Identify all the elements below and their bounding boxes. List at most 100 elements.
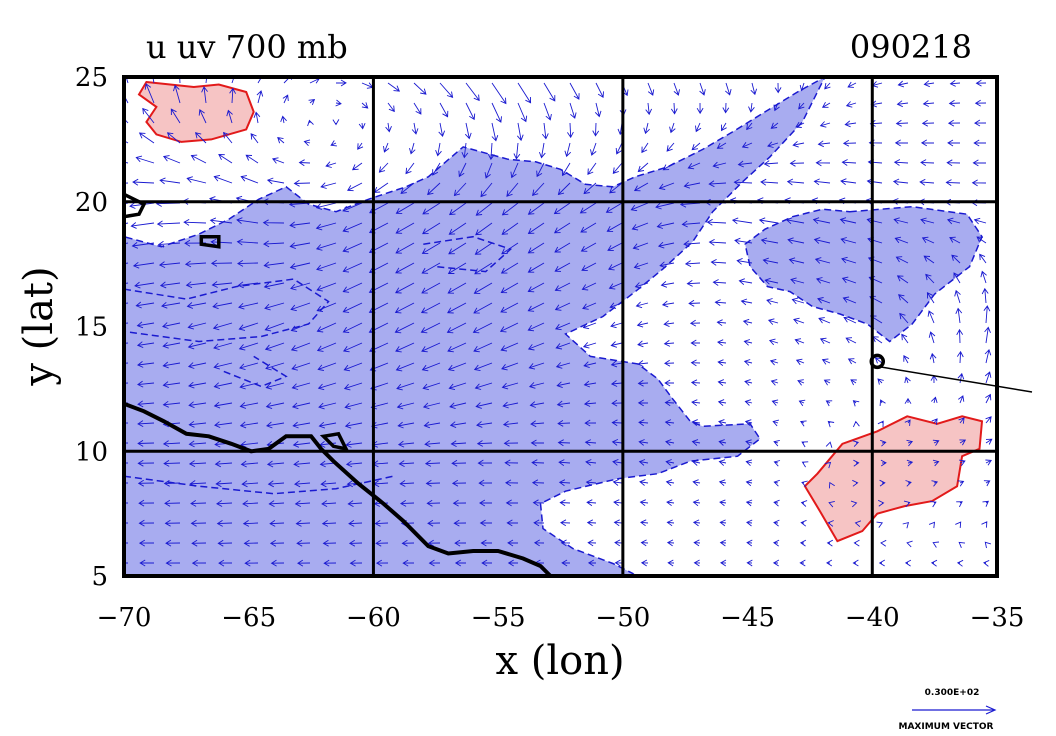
x-tick-label: −65 — [221, 603, 276, 633]
wind-arrow — [762, 257, 779, 265]
wind-arrow — [691, 439, 701, 446]
wind-arrow — [770, 122, 779, 129]
wind-arrow — [695, 122, 702, 133]
wind-arrow — [215, 480, 233, 488]
wind-arrow — [395, 282, 415, 294]
wind-arrow — [399, 480, 415, 487]
wind-arrow — [505, 499, 519, 507]
wind-arrow — [663, 320, 675, 328]
wind-arrow — [719, 499, 727, 507]
wind-arrow — [748, 102, 755, 113]
wind-arrow — [409, 142, 416, 155]
wind-arrow — [745, 479, 753, 487]
wind-arrow — [308, 98, 316, 106]
wind-arrow — [554, 242, 571, 253]
wind-arrow — [137, 420, 155, 427]
wind-arrow — [931, 480, 939, 487]
wind-arrow — [930, 501, 937, 508]
wind-arrow — [231, 77, 235, 84]
wind-arrow — [690, 379, 701, 387]
wind-arrow — [428, 559, 441, 567]
wind-arrow — [343, 362, 363, 372]
wind-arrow — [188, 401, 207, 409]
wind-arrow — [608, 282, 623, 290]
wind-arrow — [557, 420, 571, 427]
wind-arrow — [315, 242, 337, 251]
wind-arrow — [684, 260, 701, 267]
wind-arrow — [244, 559, 259, 567]
negative-region-main — [124, 77, 826, 576]
wind-arrow — [413, 82, 427, 95]
wind-arrow — [741, 142, 753, 149]
wind-arrow — [843, 316, 857, 324]
wind-arrow — [458, 162, 467, 178]
wind-arrow — [691, 459, 701, 466]
wind-arrow — [686, 280, 701, 287]
wind-arrow — [973, 217, 987, 225]
wind-arrow — [395, 342, 415, 353]
wind-arrow — [579, 202, 597, 214]
wind-arrow — [612, 479, 623, 486]
wind-arrow — [271, 157, 285, 164]
wind-arrow — [561, 559, 571, 567]
wind-arrow — [664, 419, 675, 426]
wind-arrow — [633, 262, 649, 270]
wind-arrow — [612, 458, 623, 466]
wind-arrow — [717, 359, 727, 366]
wind-arrow — [814, 257, 831, 264]
wind-arrow — [226, 109, 233, 124]
wind-arrow — [476, 440, 493, 447]
wind-arrow — [316, 322, 337, 333]
wind-arrow — [798, 399, 806, 407]
wind-arrow — [532, 499, 545, 507]
wind-arrow — [502, 401, 519, 409]
wind-arrow — [920, 217, 935, 225]
wind-arrow — [897, 80, 909, 88]
wind-arrow — [587, 539, 597, 547]
wind-arrow — [592, 122, 600, 137]
wind-arrow — [214, 421, 233, 429]
wind-arrow — [612, 162, 623, 174]
wind-arrow — [586, 519, 597, 527]
wind-arrow — [347, 182, 363, 192]
wind-arrow — [165, 539, 181, 547]
wind-arrow — [318, 421, 337, 429]
wind-arrow — [640, 539, 649, 547]
wind-arrow — [895, 119, 909, 127]
wind-arrow — [183, 219, 207, 226]
wind-arrow — [825, 400, 833, 407]
dashed-contour-2 — [423, 235, 513, 273]
wind-arrow — [395, 362, 415, 372]
wind-arrow — [290, 282, 311, 291]
wind-arrow — [717, 379, 727, 386]
wind-arrow — [142, 107, 155, 124]
wind-arrow — [922, 100, 935, 107]
wind-arrow — [138, 519, 155, 527]
wind-arrow — [921, 119, 935, 127]
wind-arrow — [819, 337, 831, 344]
wind-arrow — [265, 382, 285, 390]
wind-arrow — [738, 278, 753, 285]
wind-arrow — [240, 440, 259, 448]
wind-arrow — [507, 559, 518, 567]
wind-arrow — [580, 222, 597, 233]
wind-arrow — [402, 559, 415, 567]
wind-arrow — [472, 322, 493, 334]
wind-arrow — [744, 419, 753, 426]
wind-arrow — [398, 460, 415, 467]
wind-arrow — [238, 302, 259, 310]
key-label: MAXIMUM VECTOR — [898, 722, 993, 732]
wind-arrow — [813, 237, 831, 244]
wind-arrow — [194, 132, 207, 144]
wind-arrow — [920, 159, 935, 166]
wind-arrow — [903, 355, 910, 364]
wind-arrow — [758, 217, 779, 225]
wind-arrow — [213, 401, 233, 409]
wind-arrow — [580, 242, 597, 252]
wind-arrow — [501, 202, 519, 216]
wind-arrow — [395, 242, 415, 254]
wind-arrow — [344, 421, 363, 429]
wind-arrow — [264, 302, 285, 311]
wind-arrow — [639, 499, 649, 507]
wind-arrow — [295, 520, 311, 527]
